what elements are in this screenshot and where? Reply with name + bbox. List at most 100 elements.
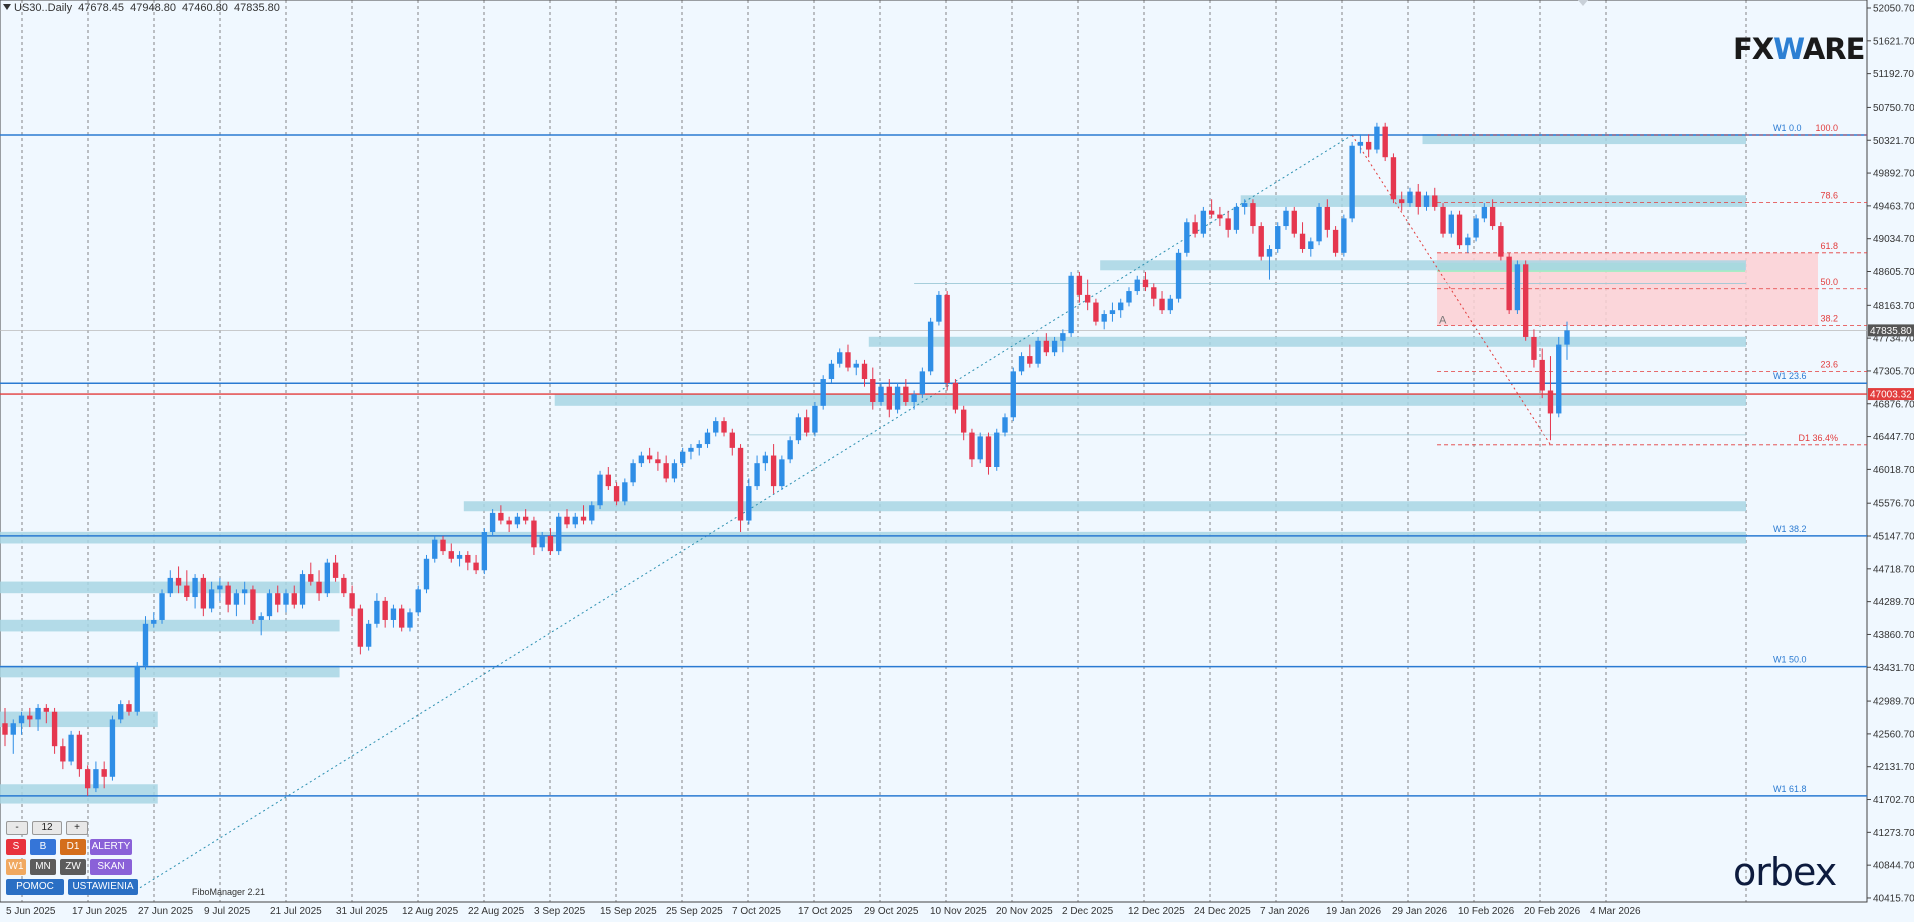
candle-body [1341,218,1347,253]
panel-button-ustawienia[interactable]: USTAWIENIA [68,879,138,895]
candle-body [217,585,223,590]
candle-body [1514,264,1521,311]
daily-fib-label: D1 36.4% [1798,433,1838,443]
panel-button-skan[interactable]: SKAN [90,859,132,875]
plot-area [0,0,1868,903]
x-tick-label: 27 Jun 2025 [138,906,193,917]
y-tick-label: 42560.70 [1873,729,1914,740]
candle-body [76,734,83,770]
x-tick-label: 25 Sep 2025 [666,906,723,917]
candle-body [713,421,719,433]
candle-body [589,505,595,521]
candle-body [258,616,264,620]
candle-body [27,715,33,720]
candle-body [1043,340,1050,353]
y-tick-label: 52050.70 [1873,4,1914,15]
candle-body [159,593,165,620]
candle-body [894,386,901,410]
y-tick-label: 51192.70 [1873,69,1914,80]
candle-body [853,363,859,368]
candle-body [332,562,339,578]
candle-body [1250,203,1256,227]
candle-body [1308,241,1314,249]
candle-body [787,440,793,460]
candle-body [754,463,760,487]
panel-button-w1[interactable]: W1 [6,859,26,875]
x-tick-label: 10 Feb 2026 [1458,906,1515,917]
candle-body [1051,340,1058,353]
candle-body [1432,195,1438,207]
value-field[interactable]: 12 [32,821,62,835]
candle-body [415,589,421,613]
candle-body [1233,206,1240,230]
candle-body [556,516,562,552]
y-tick-label: 49463.70 [1873,201,1914,212]
candle-body [208,589,215,609]
candle-body [514,516,521,525]
support-zone [0,665,340,678]
candle-body [1035,340,1041,364]
daily-fib-label: 78.6 [1820,190,1838,200]
y-tick-label: 41273.70 [1873,828,1914,839]
candle-body [1151,287,1157,299]
candle-body [837,352,843,364]
candle-body [1208,210,1215,215]
panel-button-d1[interactable]: D1 [60,839,86,855]
symbol-label: US30..Daily [14,2,73,14]
candle-body [266,593,273,617]
fib-swing-line [1351,134,1551,446]
candle-body [1275,226,1281,249]
red-price-tag-label: 47003.32 [1870,390,1912,401]
x-tick-label: 12 Dec 2025 [1128,906,1185,917]
y-tick-label: 49892.70 [1873,169,1914,180]
candle-body [977,436,983,460]
candle-body [1299,233,1306,249]
panel-button-alerty[interactable]: ALERTY [90,839,132,855]
collapse-triangle-icon[interactable] [3,4,11,10]
y-tick-label: 42989.70 [1873,697,1914,708]
candle-body [1522,264,1529,337]
candle-body [126,704,132,712]
candle-body [1506,256,1512,311]
candle-body [60,746,66,762]
candle-body [597,474,603,506]
candle-body [1415,191,1421,207]
increase-button[interactable]: + [66,821,88,835]
candle-body [779,459,785,487]
candle-body [1002,417,1008,433]
y-tick-label: 41702.70 [1873,795,1914,806]
panel-button-b[interactable]: B [30,839,56,855]
candle-body [688,447,694,452]
y-tick-label: 44289.70 [1873,597,1914,608]
decrease-button[interactable]: - [6,821,28,835]
candle-body [795,417,802,441]
candle-body [109,719,116,777]
daily-fib-label: 38.2 [1820,313,1838,323]
x-tick-label: 20 Feb 2026 [1524,906,1581,917]
candle-body [803,417,810,433]
panel-button-pomoc[interactable]: POMOC [6,879,64,895]
candle-body [316,581,322,594]
panel-button-s[interactable]: S [6,839,26,855]
candle-body [1084,294,1091,303]
candle-body [465,554,471,563]
y-tick-label: 46447.70 [1873,432,1914,443]
y-tick-label: 47305.70 [1873,366,1914,377]
candle-body [1010,371,1016,418]
panel-button-zw[interactable]: ZW [60,859,86,875]
candle-body [233,593,240,605]
candle-body [1093,302,1099,322]
support-zone [0,531,1746,544]
candle-body [1192,222,1198,234]
candle-body [1498,226,1504,257]
candle-body [762,455,769,464]
candle-body [51,711,58,747]
candle-body [1134,279,1140,292]
candle-body [200,577,207,609]
candle-body [927,321,934,372]
candle-body [861,363,868,380]
candle-body [638,455,645,464]
x-tick-label: 19 Jan 2026 [1326,906,1381,917]
panel-button-mn[interactable]: MN [30,859,56,875]
